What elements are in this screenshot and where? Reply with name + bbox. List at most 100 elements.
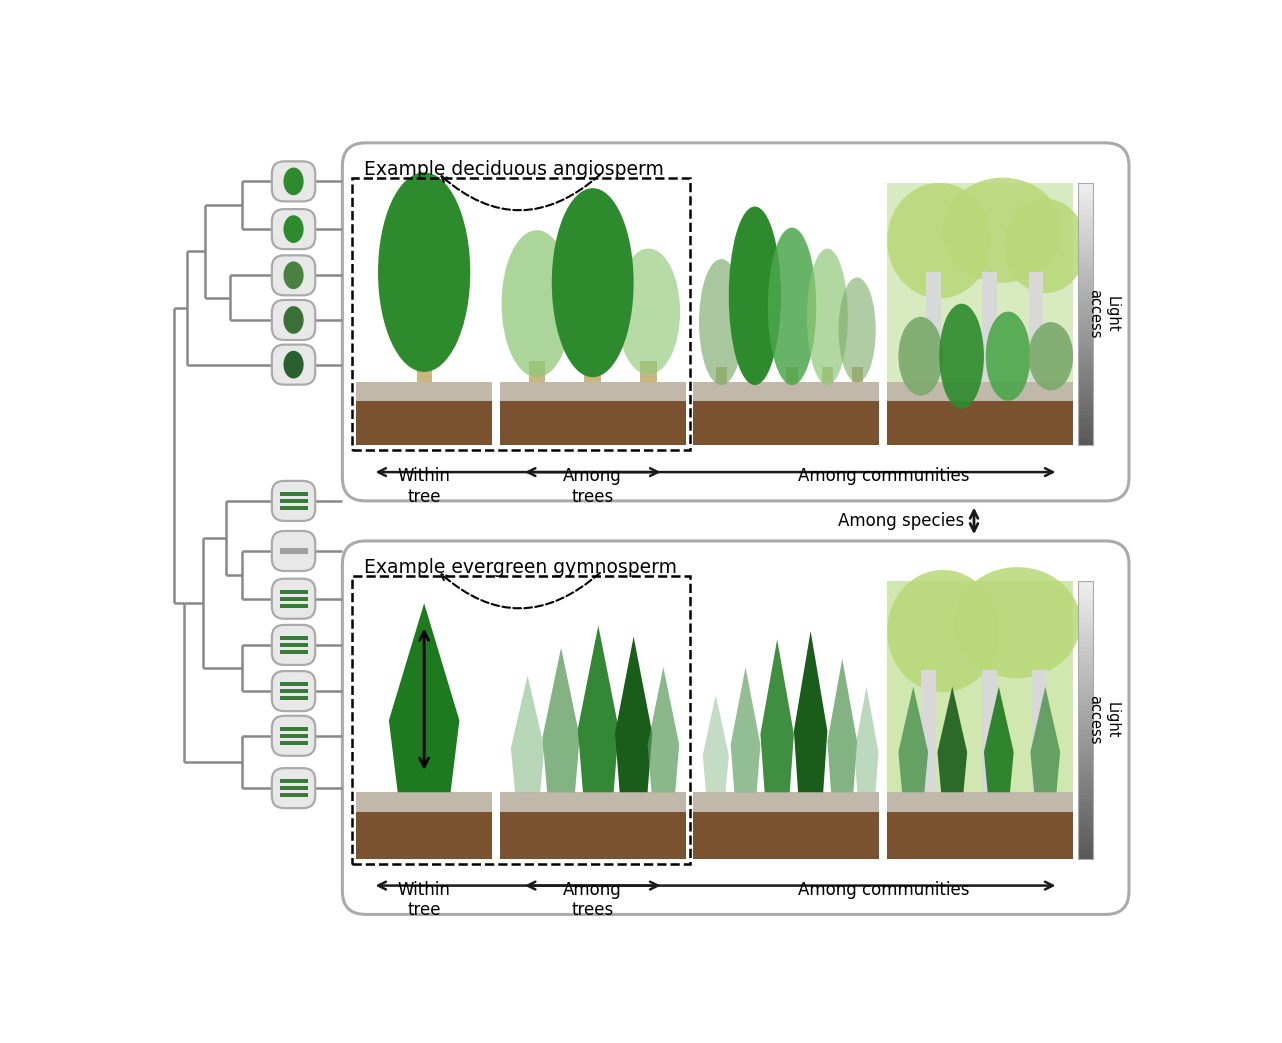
FancyBboxPatch shape bbox=[272, 531, 315, 571]
Ellipse shape bbox=[1004, 198, 1086, 293]
Bar bbox=[1078, 258, 1094, 262]
Bar bbox=[887, 581, 1073, 793]
Bar bbox=[1078, 406, 1094, 411]
Bar bbox=[1078, 349, 1094, 354]
Ellipse shape bbox=[1028, 322, 1073, 390]
Ellipse shape bbox=[551, 188, 633, 378]
Bar bbox=[1078, 761, 1094, 767]
Bar bbox=[822, 367, 833, 383]
FancyBboxPatch shape bbox=[342, 541, 1129, 915]
Polygon shape bbox=[578, 626, 619, 793]
Bar bbox=[500, 793, 686, 811]
Text: Within
tree: Within tree bbox=[397, 467, 450, 506]
Bar bbox=[1078, 222, 1094, 226]
Bar bbox=[279, 499, 308, 503]
Text: Among
trees: Among trees bbox=[563, 467, 622, 506]
Bar bbox=[1078, 678, 1094, 683]
Bar bbox=[1078, 641, 1094, 646]
Ellipse shape bbox=[838, 277, 876, 383]
Bar bbox=[279, 786, 308, 790]
Ellipse shape bbox=[768, 227, 817, 385]
Polygon shape bbox=[1031, 686, 1060, 793]
Bar bbox=[1078, 262, 1094, 266]
Bar bbox=[887, 793, 1073, 811]
Bar bbox=[1078, 200, 1094, 204]
Bar bbox=[1078, 655, 1094, 660]
Ellipse shape bbox=[283, 262, 304, 289]
Bar bbox=[585, 362, 601, 383]
Bar bbox=[356, 811, 492, 859]
Bar bbox=[279, 689, 308, 693]
Bar bbox=[1078, 367, 1094, 371]
Ellipse shape bbox=[887, 183, 991, 298]
Ellipse shape bbox=[283, 350, 304, 379]
Bar bbox=[1078, 697, 1094, 702]
Bar bbox=[1078, 280, 1094, 284]
FancyBboxPatch shape bbox=[272, 625, 315, 665]
Text: Among communities: Among communities bbox=[797, 467, 969, 485]
Polygon shape bbox=[983, 686, 1014, 793]
Bar bbox=[1078, 183, 1094, 445]
Bar bbox=[1078, 296, 1094, 301]
Bar bbox=[500, 811, 686, 859]
Bar bbox=[1078, 720, 1094, 725]
Ellipse shape bbox=[887, 569, 999, 693]
Bar bbox=[1078, 192, 1094, 196]
Bar bbox=[1078, 336, 1094, 340]
Bar bbox=[279, 741, 308, 745]
Bar bbox=[1078, 411, 1094, 415]
Bar bbox=[279, 779, 308, 783]
Bar bbox=[1078, 790, 1094, 794]
Bar bbox=[1078, 188, 1094, 192]
Bar bbox=[1078, 415, 1094, 419]
Bar bbox=[1078, 710, 1094, 715]
Bar bbox=[1078, 397, 1094, 402]
Ellipse shape bbox=[986, 312, 1031, 401]
FancyBboxPatch shape bbox=[272, 481, 315, 520]
Bar bbox=[1078, 428, 1094, 433]
Bar bbox=[1078, 590, 1094, 595]
Bar bbox=[500, 401, 686, 445]
Ellipse shape bbox=[954, 567, 1081, 678]
Bar bbox=[1078, 402, 1094, 406]
Bar bbox=[1078, 632, 1094, 636]
Bar bbox=[1078, 270, 1094, 274]
Bar bbox=[1078, 314, 1094, 318]
Bar bbox=[1078, 244, 1094, 248]
Bar bbox=[887, 811, 1073, 859]
Bar bbox=[1078, 738, 1094, 744]
Bar bbox=[1078, 204, 1094, 210]
Bar bbox=[1078, 318, 1094, 323]
Bar bbox=[1078, 674, 1094, 678]
Bar bbox=[1078, 393, 1094, 397]
Bar bbox=[1078, 618, 1094, 623]
Bar bbox=[1078, 600, 1094, 604]
Bar bbox=[1078, 288, 1094, 292]
FancyBboxPatch shape bbox=[272, 671, 315, 711]
Bar bbox=[1078, 441, 1094, 445]
Bar bbox=[1078, 274, 1094, 280]
Bar bbox=[1078, 636, 1094, 641]
Polygon shape bbox=[647, 668, 679, 793]
Polygon shape bbox=[827, 659, 858, 793]
Bar bbox=[1028, 272, 1044, 383]
Bar bbox=[1078, 384, 1094, 389]
Bar bbox=[1078, 854, 1094, 859]
Bar bbox=[279, 793, 308, 797]
Bar bbox=[279, 506, 308, 510]
FancyBboxPatch shape bbox=[272, 768, 315, 808]
Bar bbox=[1078, 604, 1094, 609]
Polygon shape bbox=[703, 695, 728, 793]
Bar bbox=[1078, 799, 1094, 803]
Bar bbox=[1078, 345, 1094, 349]
Bar bbox=[1078, 332, 1094, 336]
Bar bbox=[1078, 683, 1094, 687]
Bar bbox=[715, 367, 727, 383]
Bar bbox=[1078, 595, 1094, 600]
Polygon shape bbox=[542, 648, 579, 793]
Text: Among
trees: Among trees bbox=[563, 880, 622, 919]
Bar bbox=[1078, 240, 1094, 244]
Bar bbox=[279, 642, 308, 647]
Bar bbox=[279, 650, 308, 654]
Bar bbox=[1078, 822, 1094, 826]
